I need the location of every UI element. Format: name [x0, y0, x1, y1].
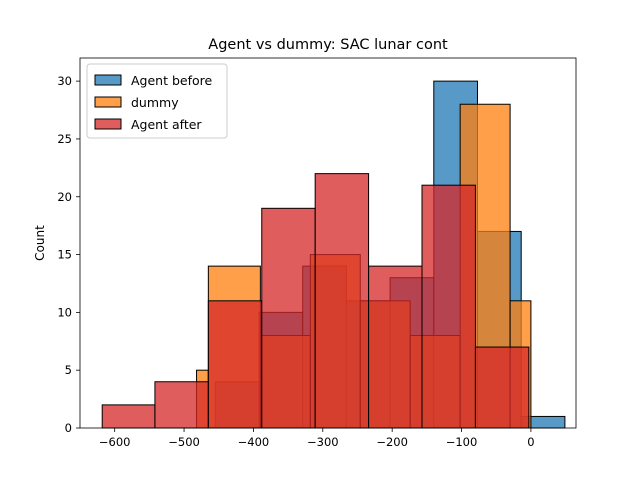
x-tick-label: −500	[168, 435, 200, 449]
legend-label: dummy	[131, 95, 179, 110]
legend-swatch	[94, 74, 122, 86]
y-tick-label: 5	[65, 363, 72, 377]
y-tick-label: 30	[57, 74, 72, 88]
y-tick-label: 0	[65, 421, 72, 435]
bar-agent-after-1	[154, 381, 209, 429]
y-tick-label: 15	[57, 248, 72, 262]
legend-box	[86, 63, 228, 139]
x-tick-label: −200	[376, 435, 408, 449]
x-tick-label: −100	[446, 435, 478, 449]
chart-title: Agent vs dummy: SAC lunar cont	[208, 37, 448, 53]
bar-agent-after-4	[314, 173, 370, 429]
y-tick-label: 25	[57, 132, 72, 146]
legend-label: Agent before	[131, 73, 213, 88]
bar-agent-after-7	[474, 346, 530, 429]
y-tick-label: 20	[57, 190, 72, 204]
legend-label: Agent after	[131, 117, 202, 132]
y-axis-ticks: 0 5 10 15 20 25 30	[57, 74, 80, 435]
bar-agent-after-0	[101, 404, 156, 429]
x-tick-label: −600	[99, 435, 131, 449]
plot-frame	[79, 57, 577, 429]
legend-swatch	[94, 96, 122, 108]
bar-agent-after-5	[368, 265, 423, 429]
y-tick-label: 10	[57, 305, 72, 319]
bar-agent-after-3	[261, 207, 316, 429]
bars-layer	[101, 80, 566, 429]
x-tick-label: −300	[307, 435, 339, 449]
bar-agent-after-2	[207, 300, 263, 429]
legend-swatch	[94, 118, 122, 130]
legend: Agent before dummy Agent after	[86, 63, 228, 139]
x-tick-label: 0	[527, 435, 534, 449]
x-tick-label: −400	[238, 435, 270, 449]
bar-agent-after-6	[421, 184, 476, 429]
y-axis-label: Count	[33, 225, 47, 261]
x-axis-ticks: −600 −500 −400 −300 −200 −100 0	[99, 428, 535, 449]
